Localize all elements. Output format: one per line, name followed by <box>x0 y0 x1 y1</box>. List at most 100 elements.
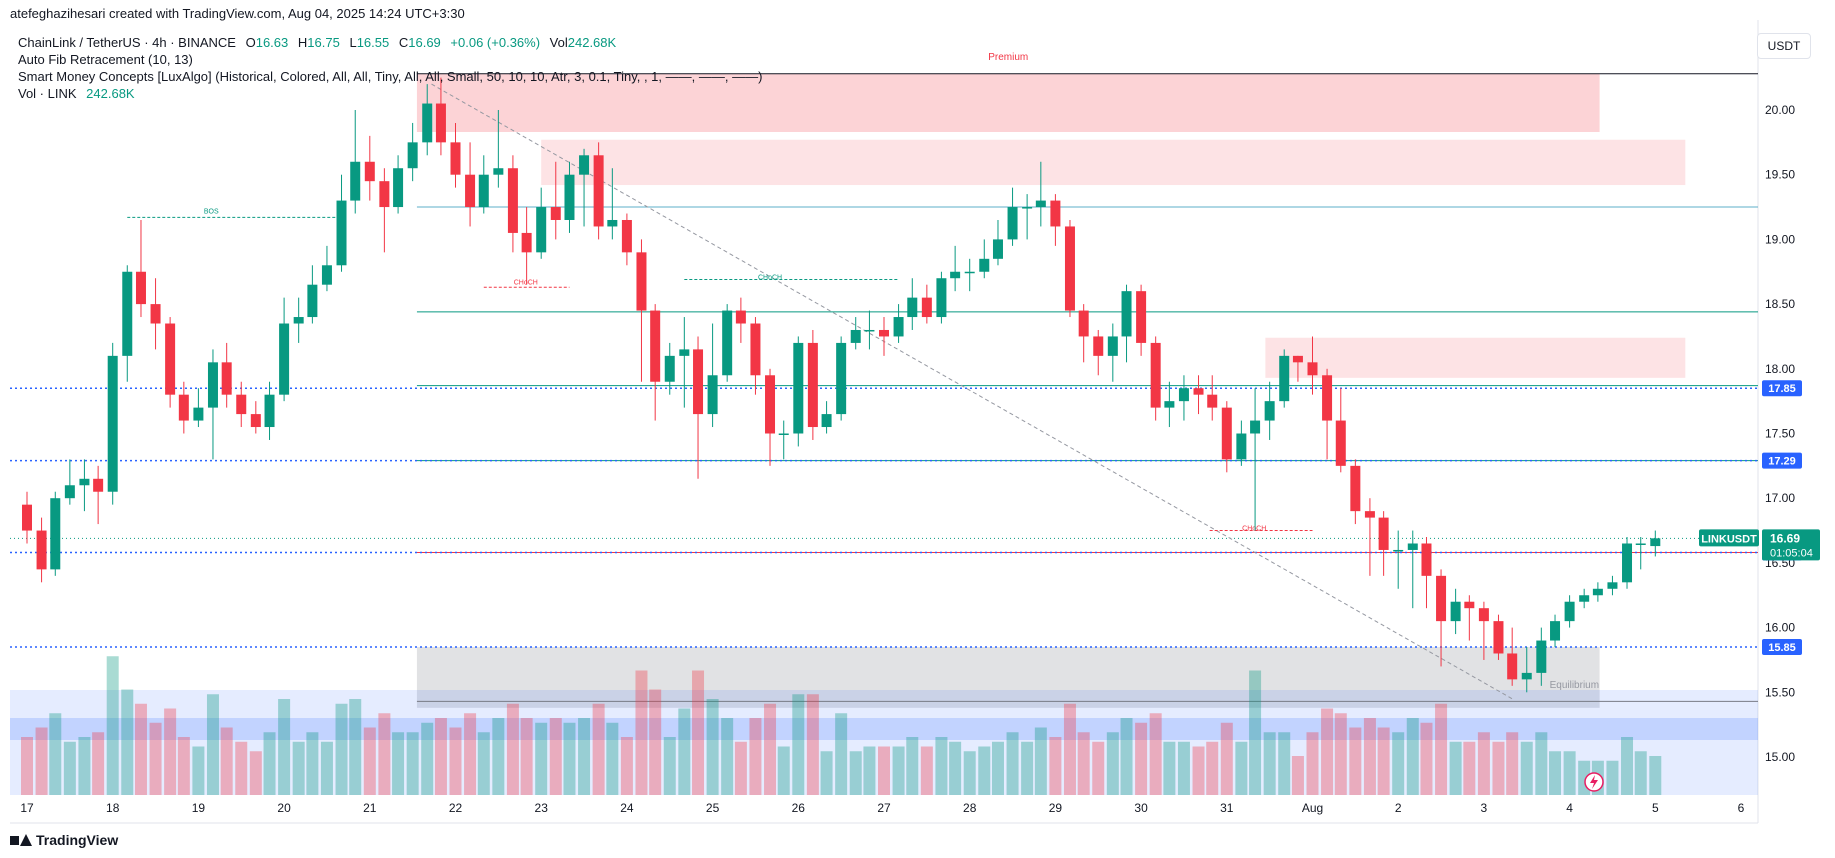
candle-body[interactable] <box>765 375 776 434</box>
candle-body[interactable] <box>1007 207 1018 240</box>
candle-body[interactable] <box>1250 420 1261 434</box>
candle-body[interactable] <box>1607 582 1618 589</box>
candle-body[interactable] <box>1236 433 1247 460</box>
candle-body[interactable] <box>364 161 375 182</box>
candle-body[interactable] <box>150 304 161 324</box>
candle-body[interactable] <box>1150 342 1161 408</box>
candle-body[interactable] <box>1478 608 1489 622</box>
candle-body[interactable] <box>307 284 318 318</box>
candle-body[interactable] <box>1221 407 1232 460</box>
candle-body[interactable] <box>1078 310 1089 337</box>
candle-body[interactable] <box>36 530 47 570</box>
candle-body[interactable] <box>621 219 632 253</box>
candle-body[interactable] <box>22 504 32 531</box>
candle-body[interactable] <box>964 271 975 274</box>
candle-body[interactable] <box>821 414 832 428</box>
candle-body[interactable] <box>722 310 733 376</box>
candle-body[interactable] <box>950 271 961 279</box>
candle-body[interactable] <box>979 258 990 272</box>
candle-body[interactable] <box>921 297 932 318</box>
candle-body[interactable] <box>1592 588 1603 596</box>
candle-body[interactable] <box>864 329 875 332</box>
candle-body[interactable] <box>221 362 232 395</box>
candle-body[interactable] <box>422 103 433 143</box>
candle-body[interactable] <box>1622 543 1633 583</box>
candle-body[interactable] <box>321 265 332 285</box>
candle-body[interactable] <box>293 317 304 324</box>
candle-body[interactable] <box>1164 401 1175 408</box>
candle-body[interactable] <box>664 355 675 382</box>
candle-body[interactable] <box>1421 543 1432 576</box>
candle-body[interactable] <box>64 485 75 499</box>
candle-body[interactable] <box>250 414 261 428</box>
candle-body[interactable] <box>1322 375 1333 421</box>
candle-body[interactable] <box>1064 226 1075 311</box>
candle-body[interactable] <box>435 103 446 143</box>
candle-body[interactable] <box>707 375 718 415</box>
candle-body[interactable] <box>693 349 704 415</box>
candle-body[interactable] <box>450 142 461 175</box>
candle-body[interactable] <box>1022 207 1033 209</box>
candle-body[interactable] <box>1193 388 1204 395</box>
candle-body[interactable] <box>279 323 290 395</box>
candle-body[interactable] <box>1279 355 1290 402</box>
symbol-title[interactable]: ChainLink / TetherUS · 4h · BINANCE <box>18 35 236 50</box>
candle-body[interactable] <box>207 362 218 408</box>
candle-body[interactable] <box>1050 200 1061 227</box>
candle-body[interactable] <box>264 394 275 428</box>
candle-body[interactable] <box>350 161 361 201</box>
candle-body[interactable] <box>793 342 804 434</box>
candle-body[interactable] <box>178 394 189 421</box>
candle-body[interactable] <box>1264 401 1275 421</box>
candle-body[interactable] <box>750 323 761 376</box>
candle-body[interactable] <box>1207 394 1218 408</box>
candle-body[interactable] <box>907 297 918 318</box>
indicator-smc[interactable]: Smart Money Concepts [LuxAlgo] (Historic… <box>18 69 763 84</box>
candle-body[interactable] <box>393 168 404 208</box>
candle-body[interactable] <box>807 342 818 428</box>
candle-body[interactable] <box>1393 549 1404 552</box>
candle-body[interactable] <box>850 329 861 343</box>
indicator-fib[interactable]: Auto Fib Retracement (10, 13) <box>18 52 193 67</box>
candle-body[interactable] <box>1635 543 1646 545</box>
candle-body[interactable] <box>636 252 647 311</box>
candle-body[interactable] <box>521 232 532 253</box>
candle-body[interactable] <box>1292 355 1303 363</box>
candle-body[interactable] <box>107 355 118 492</box>
candle-body[interactable] <box>1307 362 1318 376</box>
candle-body[interactable] <box>1507 653 1518 680</box>
candle-body[interactable] <box>507 168 518 233</box>
candle-body[interactable] <box>564 174 575 220</box>
candle-body[interactable] <box>650 310 661 382</box>
candle-body[interactable] <box>579 155 590 175</box>
candle-body[interactable] <box>836 342 847 415</box>
candle-body[interactable] <box>550 207 561 220</box>
candle-body[interactable] <box>465 174 476 208</box>
candle-body[interactable] <box>1564 601 1575 622</box>
candle-body[interactable] <box>536 207 547 253</box>
candle-body[interactable] <box>1378 517 1389 550</box>
candle-body[interactable] <box>992 239 1003 259</box>
candle-body[interactable] <box>1450 601 1461 622</box>
candle-body[interactable] <box>879 329 889 337</box>
candle-body[interactable] <box>79 478 90 486</box>
candle-body[interactable] <box>193 407 204 421</box>
candle-body[interactable] <box>1493 621 1504 654</box>
currency-button[interactable]: USDT <box>1757 33 1811 59</box>
candle-body[interactable] <box>1335 420 1346 466</box>
candle-body[interactable] <box>735 310 746 324</box>
candle-body[interactable] <box>93 478 104 492</box>
candle-body[interactable] <box>1536 640 1547 673</box>
candle-body[interactable] <box>1579 595 1590 602</box>
candle-body[interactable] <box>407 142 418 169</box>
candle-body[interactable] <box>679 349 690 356</box>
candle-body[interactable] <box>1107 336 1118 356</box>
candle-body[interactable] <box>1650 538 1661 547</box>
candle-body[interactable] <box>1121 291 1132 337</box>
candle-body[interactable] <box>893 317 904 337</box>
candle-body[interactable] <box>336 200 347 266</box>
candle-body[interactable] <box>122 271 133 356</box>
candle-body[interactable] <box>1550 621 1561 641</box>
candle-body[interactable] <box>1521 672 1532 680</box>
candle-body[interactable] <box>1178 388 1189 402</box>
